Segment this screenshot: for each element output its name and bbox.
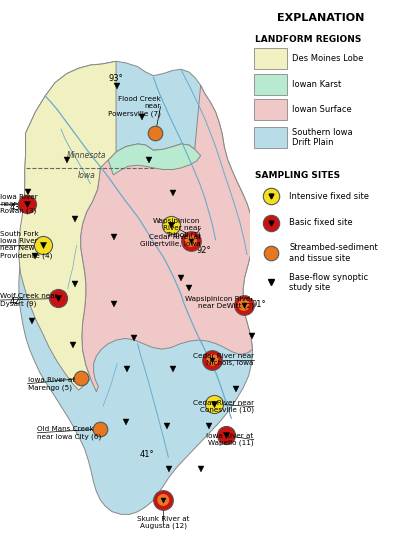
Polygon shape [81, 85, 252, 392]
Text: Old Mans Creek
near Iowa City (6): Old Mans Creek near Iowa City (6) [37, 426, 102, 440]
Text: Skunk River at
Augusta (12): Skunk River at Augusta (12) [137, 515, 190, 529]
Text: Cedar River near
Conesville (10): Cedar River near Conesville (10) [193, 400, 254, 414]
Text: Wolf Creek near
Dysart (9): Wolf Creek near Dysart (9) [0, 293, 58, 307]
Point [78, 374, 84, 383]
FancyBboxPatch shape [250, 5, 392, 298]
Text: 42°: 42° [10, 297, 24, 305]
Point [209, 356, 216, 364]
Point [209, 356, 216, 364]
Point [40, 241, 46, 249]
Text: EXPLANATION: EXPLANATION [277, 13, 364, 23]
Bar [254, 99, 287, 120]
Point [152, 129, 158, 138]
Polygon shape [19, 61, 252, 514]
Text: SAMPLING SITES: SAMPLING SITES [255, 171, 340, 180]
Point [241, 301, 247, 309]
Text: Minnesota: Minnesota [67, 151, 106, 160]
Text: Iowan Karst: Iowan Karst [292, 80, 341, 88]
Bar [254, 127, 287, 148]
Text: Iowa River at
Wapello (11): Iowa River at Wapello (11) [206, 433, 254, 447]
Text: Cedar River at
Gilbertville, Iowa: Cedar River at Gilbertville, Iowa [140, 235, 201, 247]
Text: Cedar River near
Nichols, Iowa: Cedar River near Nichols, Iowa [193, 353, 254, 366]
Point [55, 294, 61, 303]
Point [223, 431, 230, 440]
Text: 41°: 41° [140, 450, 154, 458]
Text: Basic fixed site: Basic fixed site [289, 219, 353, 227]
Text: LANDFORM REGIONS: LANDFORM REGIONS [255, 35, 361, 44]
Point [97, 425, 104, 433]
Point [160, 496, 166, 504]
Text: Iowan Surface: Iowan Surface [292, 105, 352, 114]
Text: Iowa River at
Marengo (5): Iowa River at Marengo (5) [28, 377, 75, 391]
Bar [254, 74, 287, 95]
Text: Iowa River
near
Rowan (3): Iowa River near Rowan (3) [0, 194, 38, 214]
Text: Streambed-sediment
and tissue site: Streambed-sediment and tissue site [289, 244, 378, 263]
Text: 43°: 43° [10, 204, 24, 212]
Text: Des Moines Lobe: Des Moines Lobe [292, 54, 363, 63]
Point [268, 219, 275, 227]
Text: Intensive fixed site: Intensive fixed site [289, 192, 369, 200]
Point [160, 496, 166, 504]
Point [168, 221, 174, 229]
Point [241, 301, 247, 309]
Text: 93°: 93° [109, 74, 124, 83]
Point [268, 192, 275, 200]
Polygon shape [19, 61, 116, 390]
Polygon shape [108, 144, 201, 175]
Text: Flood Creek
near
Powersville (7): Flood Creek near Powersville (7) [108, 96, 160, 117]
Point [188, 237, 194, 245]
Point [211, 400, 218, 408]
Point [188, 237, 194, 245]
Text: Iowa: Iowa [78, 171, 96, 180]
Text: Wapsipinicon River
near DeWitt (2): Wapsipinicon River near DeWitt (2) [185, 296, 254, 310]
Text: Wapsipinicon
River near
Tripoli (1): Wapsipinicon River near Tripoli (1) [153, 218, 201, 238]
Text: Base-flow synoptic
study site: Base-flow synoptic study site [289, 273, 368, 292]
Text: 92°: 92° [197, 246, 211, 255]
Bar [254, 48, 287, 69]
Text: South Fork
Iowa River
near New
Providence (4): South Fork Iowa River near New Providenc… [0, 231, 52, 259]
Text: Southern Iowa
Drift Plain: Southern Iowa Drift Plain [292, 128, 352, 147]
Point [24, 200, 30, 208]
Text: 91°: 91° [252, 301, 266, 309]
Point [268, 249, 275, 257]
